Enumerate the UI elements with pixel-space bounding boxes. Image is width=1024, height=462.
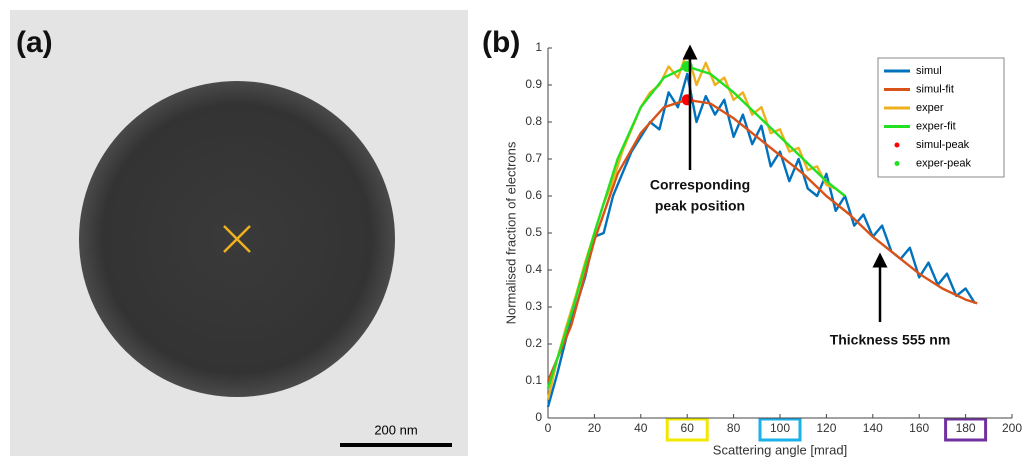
annotation: Corresponding <box>650 177 750 193</box>
x-tick-label: 120 <box>816 421 836 435</box>
legend-label: simul <box>916 65 942 77</box>
legend-box <box>877 57 1005 178</box>
legend-swatch <box>894 142 900 148</box>
legend-label: simul-peak <box>916 139 970 151</box>
y-axis-label: Normalised fraction of electrons <box>503 141 518 324</box>
y-tick-label: 0.9 <box>525 77 542 91</box>
legend-swatch <box>894 161 900 166</box>
x-tick-label: 100 <box>770 421 790 435</box>
x-tick-label: 80 <box>727 421 741 435</box>
legend-label: exper-fit <box>916 120 956 132</box>
legend-label: exper-peak <box>916 157 972 169</box>
series-line <box>546 65 846 389</box>
annotation: Thickness 555 nm <box>830 332 951 348</box>
center-cross <box>223 225 251 253</box>
legend-label: simul-fit <box>916 83 954 95</box>
tick-highlight <box>758 417 802 442</box>
y-tick-label: 0.8 <box>525 114 542 128</box>
x-tick-label: 60 <box>681 421 695 435</box>
x-tick-label: 0 <box>545 421 552 435</box>
tick-highlight <box>665 417 709 442</box>
y-tick-label: 0.2 <box>525 336 542 350</box>
x-tick-label: 40 <box>634 421 648 435</box>
y-tick-label: 0.1 <box>525 373 542 387</box>
y-tick-label: 0.7 <box>525 151 542 165</box>
chart: 0 0.1 0.2 0.3 0.4 0.5 0.6 0.7 0.8 0.9 1 0 20 40 60 80 10… <box>503 40 1022 457</box>
y-tick-label: 1 <box>535 40 542 54</box>
y-tick-label: 0.5 <box>525 225 542 239</box>
y-tick-label: 0.3 <box>525 299 542 313</box>
panel-label: (b) <box>482 26 520 59</box>
tick-highlight <box>944 417 988 442</box>
series-line <box>546 50 846 400</box>
micrograph: 200 nm (a) <box>10 10 468 456</box>
x-axis-label: Scattering angle [mrad] <box>713 442 847 457</box>
y-tick-label: 0.6 <box>525 188 542 202</box>
x-tick-label: 160 <box>909 421 929 435</box>
y-tick-label: 0.4 <box>525 262 542 276</box>
y-tick-label: 0 <box>535 410 542 424</box>
series-line <box>546 98 978 382</box>
x-tick-label: 20 <box>588 421 602 435</box>
x-tick-label: 140 <box>863 421 883 435</box>
x-tick-label: 180 <box>956 421 976 435</box>
x-tick-label: 200 <box>1002 421 1022 435</box>
scale-bar-label: 200 nm <box>374 422 417 437</box>
panel-label: (a) <box>16 26 53 59</box>
legend-label: exper <box>916 102 944 114</box>
annotation: peak position <box>655 198 745 214</box>
series-line <box>546 72 976 408</box>
